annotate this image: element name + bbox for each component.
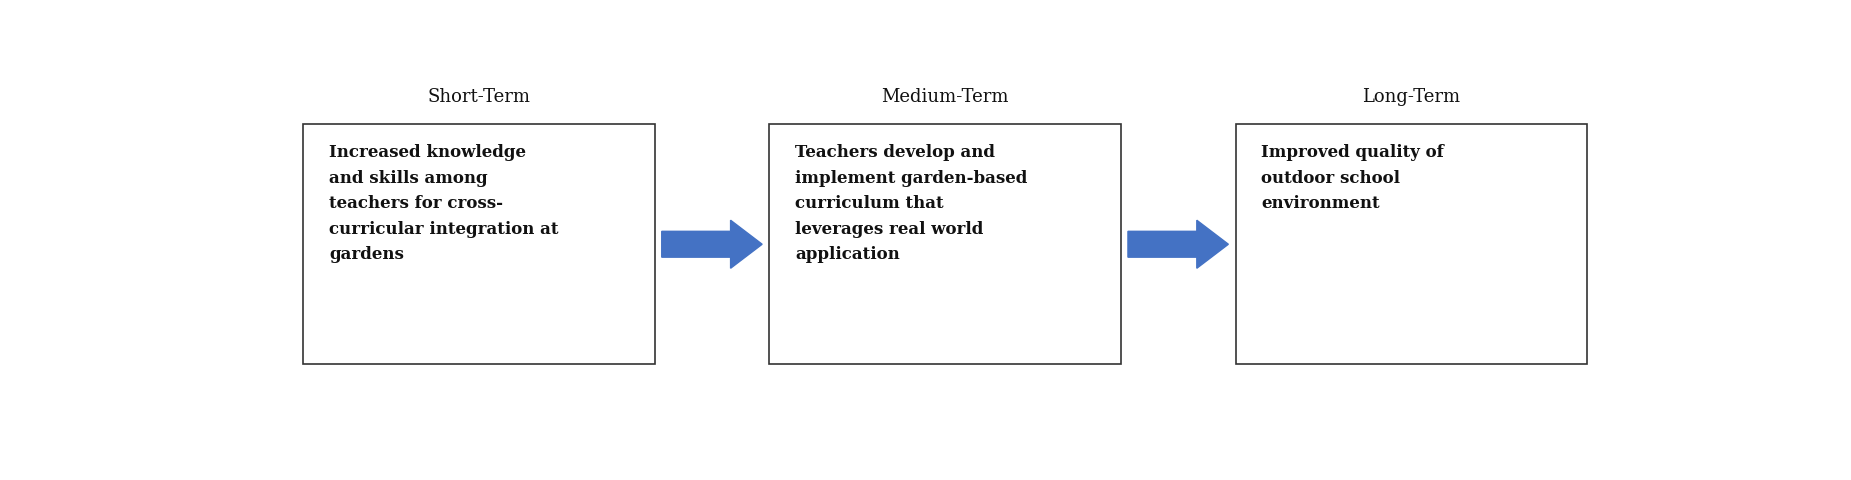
Text: Improved quality of
outdoor school
environment: Improved quality of outdoor school envir… [1261,144,1444,212]
Text: Short-Term: Short-Term [428,88,531,106]
FancyBboxPatch shape [770,124,1122,364]
Polygon shape [663,220,763,268]
FancyBboxPatch shape [1236,124,1586,364]
FancyBboxPatch shape [304,124,655,364]
Text: Medium-Term: Medium-Term [881,88,1009,106]
Text: Long-Term: Long-Term [1362,88,1460,106]
Polygon shape [1127,220,1229,268]
Text: Increased knowledge
and skills among
teachers for cross-
curricular integration : Increased knowledge and skills among tea… [329,144,559,263]
Text: Teachers develop and
implement garden-based
curriculum that
leverages real world: Teachers develop and implement garden-ba… [796,144,1027,263]
